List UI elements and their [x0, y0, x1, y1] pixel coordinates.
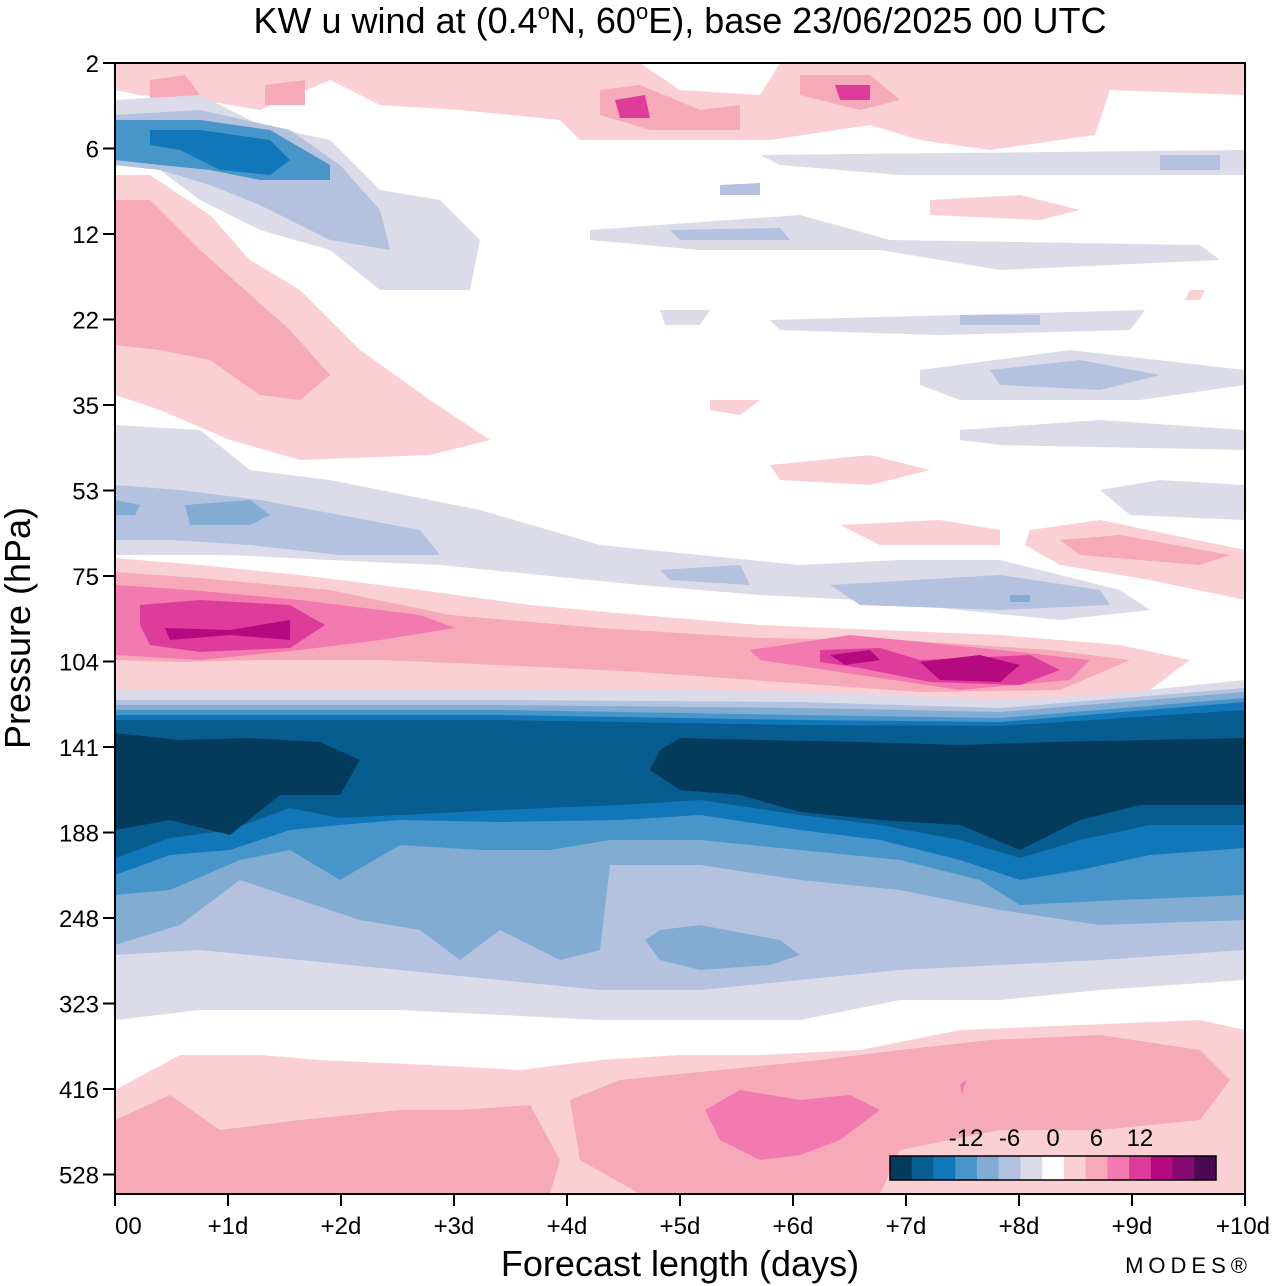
- colorbar-swatch: [1042, 1156, 1065, 1180]
- y-axis: 2 6 12 22 35 53 75 104 141 188 248 323 416 528: [59, 51, 115, 1190]
- x-axis-label: Forecast length (days): [501, 1243, 859, 1284]
- contour-upper-lilac-right: [590, 150, 1245, 520]
- contour-easterly-l2b: [645, 925, 800, 970]
- x-tick-label: +4d: [547, 1213, 588, 1240]
- y-tick-label: 35: [72, 393, 99, 420]
- x-tick-label: +6d: [773, 1213, 814, 1240]
- x-tick-label: +2d: [321, 1213, 362, 1240]
- colorbar-swatch: [1020, 1156, 1043, 1180]
- x-tick-label: +5d: [660, 1213, 701, 1240]
- x-tick-label: +1d: [208, 1213, 249, 1240]
- colorbar-swatch: [1194, 1156, 1217, 1180]
- contour-pink-right-mid: [1060, 535, 1230, 565]
- colorbar-label: -12: [949, 1125, 984, 1152]
- y-tick-label: 416: [59, 1077, 99, 1104]
- colorbar-swatch: [1150, 1156, 1174, 1180]
- contour-top-magenta: [615, 85, 870, 118]
- colorbar-swatch: [976, 1156, 1000, 1180]
- contour-top-pink2: [150, 75, 900, 130]
- colorbar-swatch: [1129, 1156, 1152, 1180]
- colorbar-frame: [889, 1155, 1217, 1181]
- y-tick-label: 6: [86, 137, 99, 164]
- y-tick-label: 141: [59, 735, 99, 762]
- y-tick-label: 104: [59, 650, 99, 677]
- chart-title: KW u wind at (0.4oN, 60oE), base 23/06/2…: [254, 0, 1107, 41]
- y-tick-label: 323: [59, 992, 99, 1019]
- y-axis-label: Pressure (hPa): [0, 507, 38, 749]
- colorbar-label: 6: [1090, 1125, 1103, 1152]
- y-tick-label: 2: [86, 51, 99, 78]
- x-tick-label: +7d: [886, 1213, 927, 1240]
- contour-pink-upper-band: [115, 175, 490, 460]
- x-tick-label: +3d: [434, 1213, 475, 1240]
- contour-easterly-core: [115, 733, 1245, 850]
- contour-lilac-midband: [115, 425, 1150, 620]
- contour-lower-pink-in: [705, 1080, 966, 1160]
- colorbar-label: 0: [1046, 1125, 1059, 1152]
- colorbar-swatch: [998, 1156, 1021, 1180]
- y-tick-label: 75: [72, 564, 99, 591]
- contour-upper-blue-core: [150, 130, 290, 175]
- x-tick-label: +10d: [1216, 1213, 1270, 1240]
- contour-lower-pink-mid: [115, 1035, 1230, 1194]
- x-tick-label: +8d: [999, 1213, 1040, 1240]
- contour-pink-upper-band-mid: [115, 200, 330, 400]
- x-axis: 00 +1d +2d +3d +4d +5d +6d +7d +8d +9d +10d: [114, 1194, 1270, 1240]
- colorbar-swatch: [933, 1156, 956, 1180]
- colorbar: -12 -6 0 6 12: [889, 1125, 1217, 1181]
- contour-field: [115, 63, 1245, 1194]
- colorbar-swatch: [1107, 1156, 1130, 1180]
- x-tick-label: +9d: [1112, 1213, 1153, 1240]
- colorbar-swatch: [1085, 1156, 1108, 1180]
- x-tick-label: 00: [115, 1213, 142, 1240]
- colorbar-label: 12: [1127, 1125, 1154, 1152]
- y-tick-label: 188: [59, 821, 99, 848]
- colorbar-swatch: [955, 1156, 978, 1180]
- y-tick-label: 22: [72, 308, 99, 335]
- contour-blue-midband-in: [115, 500, 1030, 602]
- y-tick-label: 12: [72, 222, 99, 249]
- colorbar-swatch: [890, 1156, 913, 1180]
- colorbar-swatch: [911, 1156, 934, 1180]
- y-tick-label: 53: [72, 479, 99, 506]
- colorbar-swatch: [1172, 1156, 1195, 1180]
- y-tick-label: 248: [59, 906, 99, 933]
- colorbar-swatch: [1063, 1156, 1087, 1180]
- colorbar-label: -6: [999, 1125, 1020, 1152]
- modes-watermark: MODES®: [1125, 1253, 1252, 1278]
- y-tick-label: 528: [59, 1163, 99, 1190]
